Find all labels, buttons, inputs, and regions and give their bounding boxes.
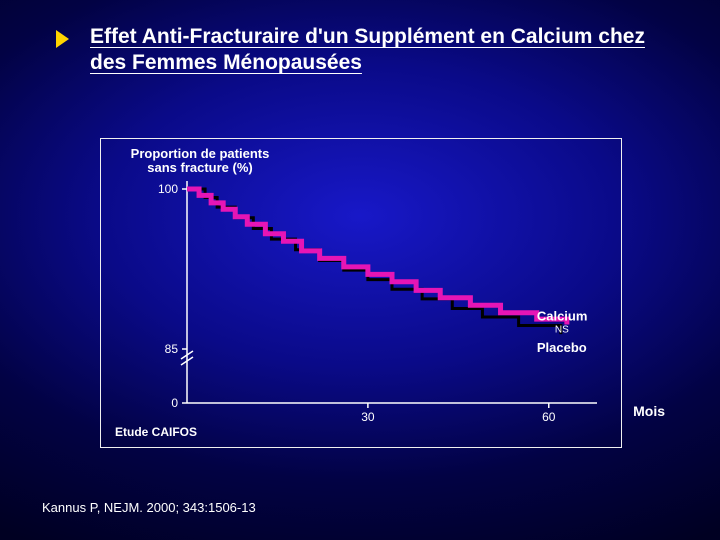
series-calcium (187, 189, 567, 324)
ytick-label: 0 (171, 396, 178, 410)
slide-title: Effet Anti-Fracturaire d'un Supplément e… (90, 24, 650, 77)
study-label: Etude CAIFOS (115, 425, 197, 439)
xtick-label: 30 (361, 410, 375, 424)
chart-plot: 0 85 100 30 60 CalciumNS Placebo (101, 139, 623, 449)
legend-ns: NS (555, 324, 569, 335)
citation: Kannus P, NEJM. 2000; 343:1506-13 (42, 500, 256, 515)
legend: CalciumNS Placebo (537, 308, 588, 355)
y-ticks: 0 85 100 (158, 182, 187, 410)
ytick-label: 100 (158, 182, 178, 196)
x-axis-label: Mois (633, 403, 665, 419)
x-ticks: 30 60 (361, 403, 556, 424)
ytick-label: 85 (165, 342, 179, 356)
chart-frame: Proportion de patients sans fracture (%)… (100, 138, 622, 448)
legend-calcium: Calcium (537, 308, 588, 323)
bullet-icon (56, 30, 69, 48)
legend-placebo: Placebo (537, 340, 587, 355)
xtick-label: 60 (542, 410, 556, 424)
